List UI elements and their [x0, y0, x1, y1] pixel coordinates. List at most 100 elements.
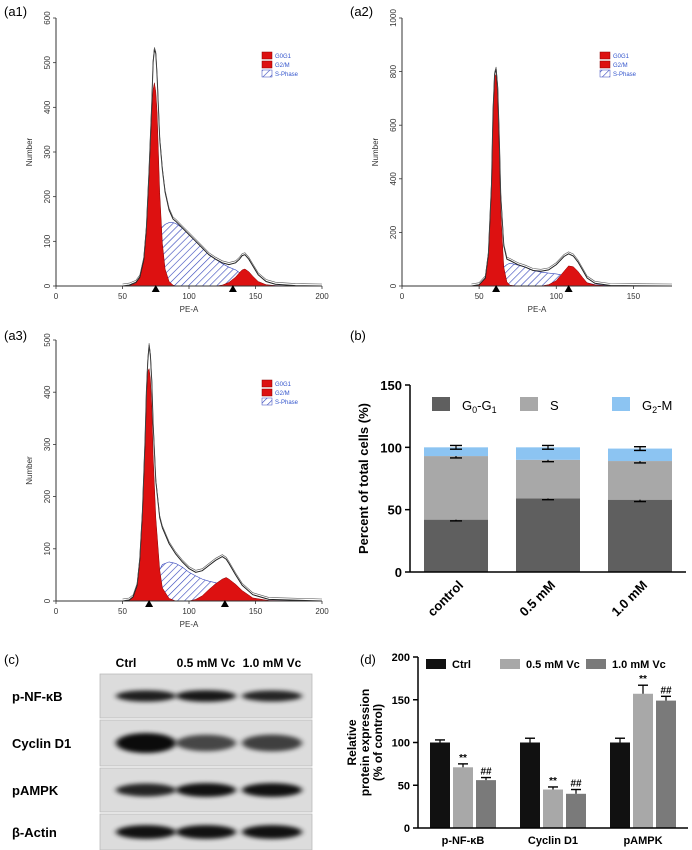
y-tick-label: 0 [43, 598, 52, 603]
panel-label-c: (c) [4, 652, 19, 667]
y-tick-label: 50 [388, 503, 402, 518]
y-axis-label: Number [371, 137, 380, 166]
x-tick-label: 150 [249, 292, 263, 301]
legend-label: G0-G1 [462, 398, 497, 415]
bar-chart-d: Ctrl 0.5 mM Vc 1.0 mM Vc ** ## p-NF-κB ** ## Cyc… [345, 652, 688, 847]
y-tick-label: 600 [43, 11, 52, 25]
y-tick-label: 100 [43, 234, 52, 248]
bar-0 [430, 742, 450, 828]
legend-label: G2/M [275, 63, 290, 69]
blot-band [176, 783, 236, 797]
x-tick-label: 0 [400, 292, 405, 301]
x-tick-label: 100 [182, 292, 196, 301]
y-axis-label: Number [25, 456, 34, 485]
x-tick-label: 200 [315, 292, 329, 301]
y-axis-label: protein expression [358, 689, 372, 796]
y-tick-label: 400 [389, 172, 398, 186]
y-tick-label: 150 [392, 695, 410, 707]
g0g1-area [122, 82, 322, 287]
significance-mark: ** [459, 753, 467, 764]
flow-histogram-a2: 0 50 100 150 0 200 400 600 800 1000 PE-A Number G0G1… [371, 9, 673, 314]
significance-mark: ## [570, 779, 582, 790]
legend-swatch [586, 659, 606, 669]
bar-1 [543, 789, 563, 828]
x-tick-label: 0 [54, 607, 59, 616]
bar-0 [610, 742, 630, 828]
bar-0 [608, 499, 672, 572]
blot-band [242, 690, 302, 702]
y-tick-label: 0 [389, 283, 398, 288]
panel-label-a2: (a2) [350, 4, 373, 19]
bar-0 [516, 498, 580, 572]
legend-label: S [550, 398, 559, 413]
legend-swatch [261, 60, 273, 69]
legend-label: 1.0 mM Vc [612, 659, 666, 671]
bar-1 [608, 461, 672, 500]
legend-swatch [612, 397, 630, 411]
category-label: pAMPK [623, 835, 662, 847]
blot-band [242, 783, 302, 797]
legend-swatch [261, 379, 273, 388]
x-tick-label: 100 [182, 607, 196, 616]
bar-2 [476, 780, 496, 828]
y-axis-label: Number [25, 137, 34, 166]
x-axis-label: PE-A [180, 305, 199, 314]
y-tick-label: 100 [392, 738, 410, 750]
legend-swatch [432, 397, 450, 411]
y-tick-label: 150 [380, 378, 402, 393]
y-tick-label: 0 [404, 823, 410, 835]
blot-band [242, 825, 302, 839]
blot-row-label: Cyclin D1 [12, 736, 71, 751]
panel-label-d: (d) [360, 652, 376, 667]
y-axis-label: (% of control) [371, 704, 385, 781]
x-axis-label: PE-A [180, 620, 199, 629]
legend-label: G0G1 [613, 54, 630, 60]
y-tick-label: 400 [43, 385, 52, 399]
blot-band [176, 734, 236, 752]
legend-label: S-Phase [275, 72, 299, 78]
bar-1 [453, 767, 473, 828]
y-tick-label: 0 [395, 565, 402, 580]
blot-band [116, 690, 176, 702]
bar-2 [656, 700, 676, 828]
bar-2 [516, 447, 580, 460]
y-tick-label: 800 [389, 64, 398, 78]
y-tick-label: 300 [43, 145, 52, 159]
y-axis-label: Percent of total cells (%) [356, 403, 371, 554]
bar-1 [516, 459, 580, 499]
x-tick-label: 150 [249, 607, 263, 616]
bar-0 [520, 742, 540, 828]
bar-2 [566, 793, 586, 828]
legend-label: G0G1 [275, 382, 292, 388]
x-tick-label: 100 [550, 292, 564, 301]
bar-0 [424, 519, 488, 572]
y-tick-label: 200 [43, 489, 52, 503]
peak-marker [220, 600, 229, 607]
legend-label: G2-M [642, 398, 672, 415]
g0g1-area [471, 73, 672, 287]
panel-label-a1: (a1) [4, 4, 27, 19]
blot-band [116, 783, 176, 797]
bar-2 [424, 447, 488, 457]
y-tick-label: 500 [43, 55, 52, 69]
peak-marker [564, 285, 573, 292]
y-tick-label: 600 [389, 118, 398, 132]
flow-histogram-a3: 0 50 100 150 200 0 100 200 300 400 500 PE-A Number G0… [25, 333, 329, 629]
fit-histogram-line [122, 343, 323, 600]
legend-swatch [261, 397, 273, 406]
legend-swatch [261, 69, 273, 78]
legend-swatch [599, 51, 611, 60]
y-tick-label: 1000 [389, 9, 398, 27]
legend-swatch [520, 397, 538, 411]
y-tick-label: 400 [43, 100, 52, 114]
significance-mark: ** [639, 674, 647, 685]
bar-1 [633, 693, 653, 828]
peak-marker [492, 285, 501, 292]
x-tick-label: 150 [627, 292, 641, 301]
blot-row-label: pAMPK [12, 783, 59, 798]
western-blot-c: Ctrl 0.5 mM Vc 1.0 mM Vc p-NF-κB Cyclin D1 pA… [12, 656, 313, 850]
legend-label: 0.5 mM Vc [526, 659, 580, 671]
significance-mark: ** [549, 776, 557, 787]
blot-band [116, 825, 176, 839]
legend-label: S-Phase [275, 400, 299, 406]
